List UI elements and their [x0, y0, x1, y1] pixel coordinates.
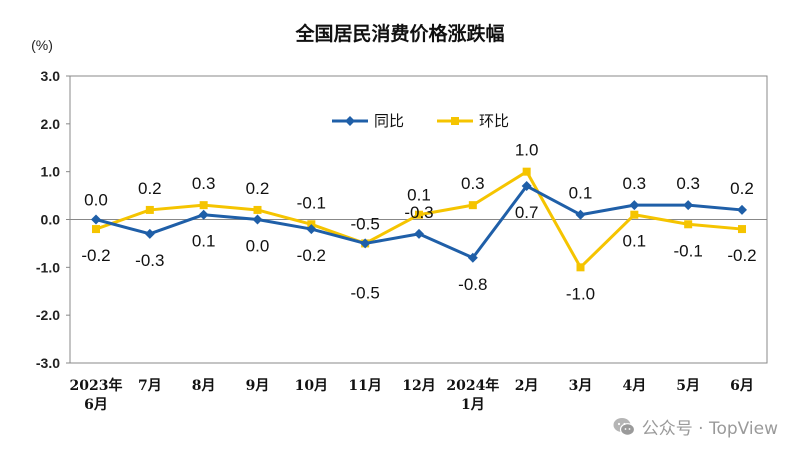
yoy-data-label: 0.1	[569, 184, 593, 203]
y-tick-label: 0.0	[41, 212, 61, 228]
yoy-point	[144, 228, 155, 239]
yoy-data-label: -0.3	[404, 203, 433, 222]
mom-data-label: 0.1	[407, 186, 431, 205]
y-unit-label: (%)	[31, 37, 53, 53]
x-tick-label: 12月	[402, 378, 435, 394]
mom-point	[576, 263, 585, 272]
mom-point	[199, 201, 208, 210]
yoy-data-label: 0.0	[84, 191, 108, 210]
y-tick-label: -1.0	[36, 259, 60, 275]
mom-data-label: -0.1	[674, 241, 703, 260]
yoy-data-label: 0.3	[676, 174, 700, 193]
yoy-point	[414, 228, 424, 239]
yoy-data-label: 0.0	[246, 237, 270, 256]
wechat-icon	[613, 417, 635, 436]
legend-label: 同比	[374, 112, 404, 130]
yoy-point	[575, 209, 586, 220]
yoy-point	[629, 200, 640, 211]
x-tick-label: 6月	[84, 397, 108, 413]
y-tick-label: -3.0	[36, 355, 60, 371]
yoy-point	[252, 214, 263, 225]
mom-data-label: -0.2	[727, 246, 756, 265]
mom-point	[253, 205, 262, 214]
mom-data-label: 0.3	[461, 174, 485, 193]
x-tick-label: 2024年	[446, 377, 499, 394]
x-axis: 2023年 6月 7月 8月 9月 10月 11月 12月 2024年 1月 2月 3月 4月 5月 6月	[70, 377, 754, 413]
mom-point	[684, 220, 693, 229]
x-tick-label: 10月	[295, 378, 328, 394]
x-tick-label: 7月	[138, 378, 162, 394]
yoy-point	[198, 209, 209, 220]
yoy-data-label: -0.3	[135, 251, 164, 270]
mom-point	[92, 225, 100, 234]
y-tick-label: 3.0	[41, 68, 61, 84]
y-tick-label: -2.0	[36, 307, 60, 323]
yoy-point	[467, 252, 478, 263]
y-tick-label: 1.0	[41, 164, 61, 180]
yoy-point	[91, 214, 101, 225]
yoy-data-label: 0.1	[192, 232, 216, 251]
mom-data-label: 0.2	[246, 179, 270, 198]
data-labels-layer: 0.0-0.30.1 0.0-0.2-0.5-0.3-0.80.70.10.3 0.…	[81, 141, 756, 304]
yoy-data-label: -0.5	[351, 283, 380, 302]
chart-title: 全国居民消费价格涨跌幅	[294, 22, 504, 45]
y-tick-label: 2.0	[41, 116, 61, 132]
legend-label: 环比	[479, 112, 509, 130]
x-tick-label: 2023年	[70, 377, 123, 394]
x-tick-label: 6月	[730, 378, 754, 394]
yoy-point	[306, 224, 317, 235]
yoy-data-label: 0.3	[623, 174, 647, 193]
mom-data-label: 0.2	[138, 179, 162, 198]
mom-data-label: -0.5	[351, 214, 380, 233]
mom-data-label: 1.0	[515, 141, 539, 160]
y-axis: 3.0 2.0 1.0 0.0 -1.0 -2.0 -3.0	[36, 68, 70, 371]
x-tick-label: 1月	[461, 397, 485, 413]
legend-marker	[451, 117, 459, 125]
mom-data-label: -0.2	[81, 246, 110, 265]
mom-point	[522, 167, 531, 176]
x-tick-label: 2月	[515, 378, 539, 394]
mom-data-label: -0.1	[297, 193, 326, 212]
yoy-data-label: -0.8	[458, 275, 487, 294]
x-tick-label: 11月	[348, 378, 381, 394]
x-tick-label: 8月	[192, 378, 216, 394]
mom-point	[415, 210, 423, 219]
mom-data-label: 0.3	[192, 174, 216, 193]
yoy-data-label: 0.2	[730, 179, 754, 198]
x-tick-label: 3月	[569, 378, 593, 394]
watermark: 公众号 · TopView	[612, 414, 778, 439]
mom-point	[145, 205, 154, 214]
yoy-point	[360, 238, 371, 249]
watermark-text: 公众号 · TopView	[641, 419, 778, 439]
yoy-data-label: 0.7	[515, 203, 539, 222]
yoy-point	[683, 200, 694, 211]
yoy-point	[521, 181, 532, 192]
mom-data-label: -1.0	[566, 284, 595, 303]
mom-point	[630, 210, 639, 219]
x-tick-label: 4月	[622, 378, 646, 394]
yoy-point	[737, 204, 747, 215]
legend-marker	[345, 116, 355, 126]
yoy-data-label: -0.2	[297, 246, 326, 265]
legend: 同比 环比	[332, 112, 509, 130]
x-tick-label: 5月	[676, 378, 700, 394]
x-tick-label: 9月	[246, 378, 270, 394]
mom-point	[468, 201, 477, 210]
mom-data-label: 0.1	[623, 232, 647, 251]
series-layer	[91, 167, 747, 272]
mom-point	[738, 225, 746, 234]
